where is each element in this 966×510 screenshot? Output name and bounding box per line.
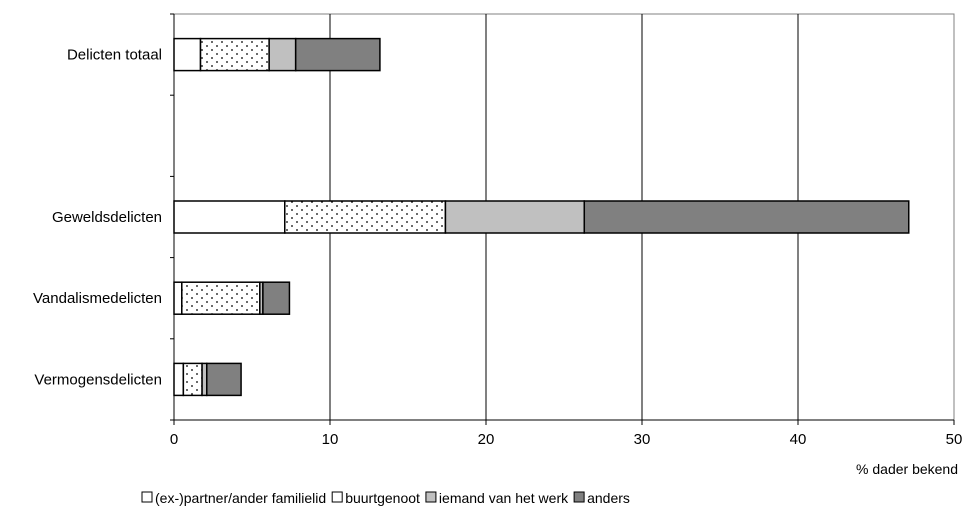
bar-segment [173,362,185,397]
legend-label: (ex-)partner/ander familielid [155,490,326,506]
x-axis-title: % dader bekend [856,461,958,477]
x-tick-label: 0 [170,431,178,448]
legend-swatch [573,491,585,503]
legend-swatch [141,491,153,503]
bar-segment [294,37,381,72]
bar-segment [444,200,586,234]
legend: (ex-)partner/ander familielid buurtgenoot… [141,490,630,506]
axes [170,13,955,425]
x-tick-label: 50 [946,431,963,448]
bar-segment [284,200,447,234]
legend-swatch [425,491,437,503]
bar-segment [181,281,261,315]
category-label: Vermogensdelicten [34,371,162,388]
bar-segment [583,200,910,234]
bar-segment [206,362,242,397]
category-label: Vandalismedelicten [33,290,162,307]
bar-segment [173,37,202,72]
x-tick-label: 20 [478,431,495,448]
bar-segment [173,281,183,315]
legend-label: iemand van het werk [439,490,569,506]
legend-swatch [331,491,343,503]
bar-segment [262,281,291,315]
bar-segment [199,37,270,72]
x-tick-label: 40 [790,431,807,448]
x-tick-label: 10 [322,431,339,448]
category-labels: Delicten totaal Geweldsdelicten Vandalisme… [33,47,162,389]
x-tick-label: 30 [634,431,651,448]
bar-segment [182,362,203,397]
legend-label: anders [587,490,630,506]
category-label: Geweldsdelicten [52,209,162,226]
category-label: Delicten totaal [67,47,162,64]
bar-segment [268,37,297,72]
legend-label: buurtgenoot [345,490,420,506]
bar-segment [173,200,286,234]
tick-labels: 0 10 20 30 40 50 [170,431,963,448]
bars [173,37,910,397]
